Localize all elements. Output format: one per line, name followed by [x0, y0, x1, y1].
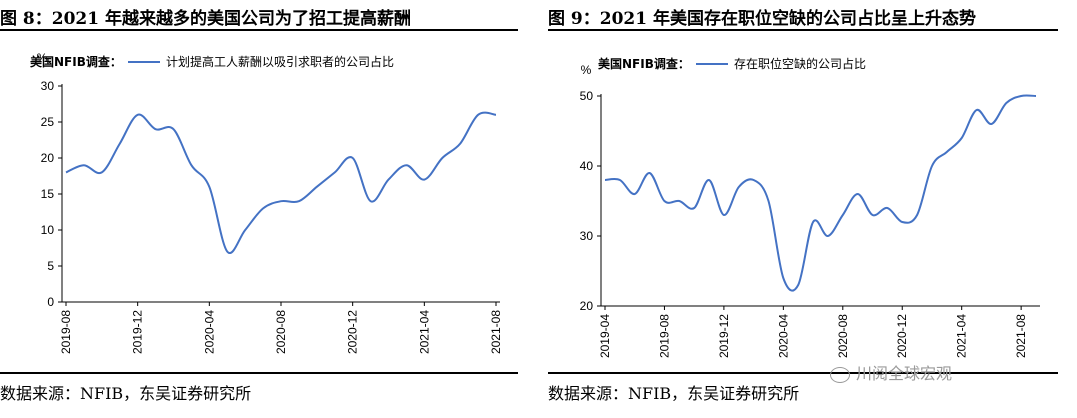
figure-title: 图 9：2021 年美国存在职位空缺的公司占比呈上升态势: [548, 9, 976, 29]
y-tick-label: 15: [41, 187, 55, 201]
y-tick-label: 5: [47, 259, 54, 273]
y-tick-label: 40: [580, 159, 594, 173]
x-tick-label: 2021-04: [417, 310, 431, 354]
y-tick-label: 20: [41, 151, 55, 165]
y-tick-label: 30: [580, 229, 594, 243]
y-tick-label: 0: [47, 295, 54, 309]
x-tick-label: 2020-08: [836, 314, 850, 358]
y-tick-label: 20: [580, 299, 594, 313]
series-line: [65, 111, 497, 255]
y-unit-label: %: [37, 51, 48, 65]
x-tick-label: 2019-12: [717, 314, 731, 358]
x-tick-label: 2020-12: [346, 310, 360, 354]
figure-source: 数据来源：NFIB，东吴证券研究所: [548, 384, 800, 403]
watermark: 川阅全球宏观: [830, 360, 952, 384]
x-tick-label: 2021-08: [1014, 314, 1028, 358]
x-tick-label: 2019-08: [59, 310, 73, 354]
legend-prefix: 美国NFIB调查：: [598, 56, 690, 71]
x-tick-label: 2021-04: [955, 314, 969, 358]
x-tick-label: 2020-04: [202, 310, 216, 354]
watermark-text: 川阅全球宏观: [856, 364, 953, 383]
y-unit-label: %: [581, 63, 592, 77]
y-tick-label: 25: [41, 115, 55, 129]
job-openings-line-chart: % 20 30 40 50 2019-04 2019-08 2019-12 2020-04 202…: [580, 56, 1040, 358]
series-line: [604, 94, 1037, 292]
x-tick-label: 2020-04: [776, 314, 790, 358]
x-tick-label: 2019-12: [131, 310, 145, 354]
x-tick-label: 2021-08: [489, 310, 503, 354]
y-tick-label: 50: [580, 89, 594, 103]
figure-8-panel: 图 8：2021 年越来越多的美国公司为了招工提高薪酬 % 0 5 10 15 20 25 3…: [0, 0, 518, 418]
x-tick-label: 2019-04: [598, 314, 612, 358]
title-divider: [0, 29, 518, 31]
x-tick-label: 2019-08: [657, 314, 671, 358]
legend-label: 存在职位空缺的公司占比: [734, 56, 866, 71]
figure-source: 数据来源：NFIB，东吴证券研究所: [0, 384, 252, 403]
source-divider: [0, 372, 518, 374]
y-tick-label: 10: [41, 223, 55, 237]
legend-label: 计划提高工人薪酬以吸引求职者的公司占比: [166, 54, 394, 69]
wage-increase-line-chart: % 0 5 10 15 20 25 30 2019-08 2019-12 2020-04 2020-0…: [30, 51, 503, 354]
figure-9-panel: 图 9：2021 年美国存在职位空缺的公司占比呈上升态势 % 20 30 40 50 20…: [548, 0, 1077, 418]
title-divider: [548, 29, 1058, 31]
figure-title: 图 8：2021 年越来越多的美国公司为了招工提高薪酬: [0, 9, 411, 29]
wechat-icon: [830, 366, 850, 383]
legend-prefix: 美国NFIB调查：: [30, 54, 122, 69]
y-tick-label: 30: [41, 79, 55, 93]
x-tick-label: 2020-12: [895, 314, 909, 358]
source-divider: [548, 372, 1058, 374]
x-tick-label: 2020-08: [274, 310, 288, 354]
